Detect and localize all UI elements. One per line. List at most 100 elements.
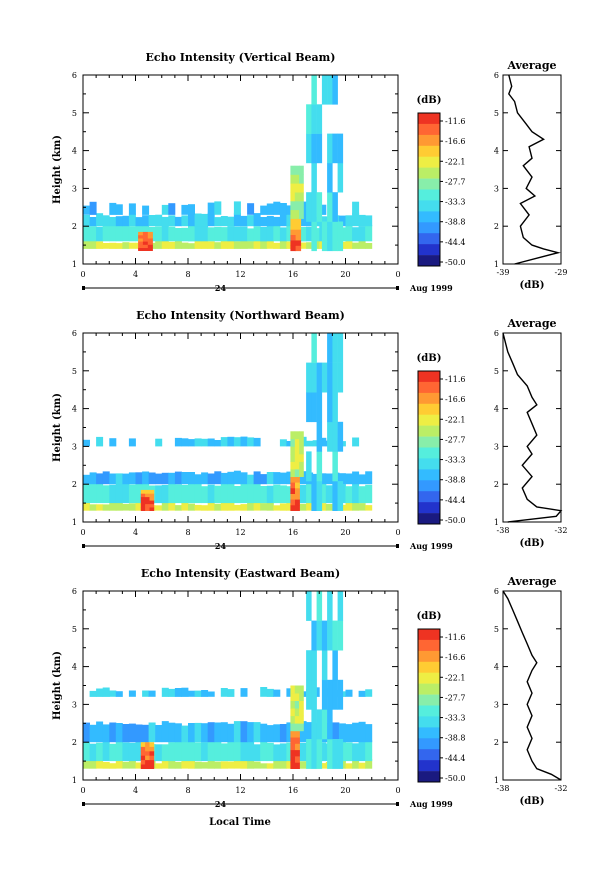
average-profile-line: [502, 332, 563, 523]
heatmap-cell: [290, 183, 296, 193]
heatmap-cell: [299, 183, 304, 193]
heatmap-cell: [89, 690, 97, 697]
colorbar-unit: (dB): [417, 353, 442, 364]
heatmap-cell: [140, 764, 146, 769]
heatmap-cell: [145, 500, 150, 505]
heatmap-cell: [286, 742, 294, 762]
heatmap-cell: [214, 485, 222, 504]
heatmap-cell: [142, 238, 148, 242]
heatmap-cell: [188, 503, 195, 511]
heatmap-cell: [319, 742, 327, 762]
heatmap-cell: [294, 192, 300, 202]
heatmap-cell: [260, 486, 268, 504]
heatmap-cell: [142, 235, 148, 239]
heatmap-cell: [128, 203, 136, 215]
heatmap-cell: [140, 742, 146, 747]
heatmap-cell: [295, 482, 300, 489]
heatmap-cell: [266, 501, 274, 511]
heatmap-cell: [279, 203, 287, 215]
colorbar-swatch: [418, 694, 440, 706]
heatmap-cell: [227, 216, 235, 227]
heatmap-cell: [233, 226, 241, 242]
heatmap-cell: [140, 507, 146, 511]
heatmap-cell: [194, 761, 202, 769]
heatmap-cell: [115, 691, 123, 697]
heatmap-cell: [266, 725, 274, 743]
date-bar-marker: [82, 802, 85, 806]
heatmap-cell: [128, 484, 136, 504]
heatmap-cell: [181, 438, 189, 447]
heatmap-cell: [352, 201, 360, 215]
colorbar-tick-label: -27.7: [445, 435, 466, 444]
x-tick-label: 0: [395, 786, 400, 795]
heatmap-cell: [290, 245, 296, 252]
heatmap-cell: [168, 722, 176, 743]
heatmap-cell: [201, 472, 209, 485]
heatmap-cell: [286, 471, 294, 485]
avg-y-tick-label: 1: [494, 776, 499, 785]
heatmap-cell: [227, 723, 235, 743]
colorbar-swatch: [418, 491, 440, 503]
heatmap-cell: [233, 437, 241, 447]
heatmap-cell: [227, 502, 235, 511]
heatmap-cell: [306, 739, 312, 769]
heatmap-cell: [214, 761, 222, 769]
heatmap-cell: [337, 620, 344, 651]
heatmap-cell: [240, 688, 248, 697]
heatmap-cell: [220, 216, 228, 227]
date-bar-marker: [396, 544, 399, 548]
heatmap-cell: [345, 215, 353, 227]
heatmap-cell: [161, 204, 169, 215]
heatmap-cell: [337, 362, 344, 393]
heatmap-cell: [321, 75, 328, 105]
heatmap-cell: [299, 708, 304, 717]
heatmap-cell: [294, 723, 300, 732]
heatmap-cell: [294, 461, 300, 470]
heatmap-cell: [122, 225, 130, 242]
heatmap-cell: [306, 226, 314, 242]
heatmap-cell: [161, 472, 169, 485]
colorbar-swatch: [418, 200, 440, 212]
heatmap-cell: [147, 244, 153, 248]
heatmap-cell: [128, 742, 136, 762]
heatmap-cell: [188, 760, 195, 769]
heatmap-cell: [181, 687, 189, 697]
colorbar-swatch: [418, 672, 440, 684]
heatmap-cell: [174, 740, 182, 762]
heatmap-cell: [299, 174, 304, 184]
heatmap-cell: [290, 165, 296, 175]
heatmap-cell: [365, 759, 373, 769]
heatmap-cell: [168, 241, 176, 249]
heatmap-cell: [207, 741, 215, 762]
date-bar-marker: [396, 286, 399, 290]
heatmap-cell: [266, 485, 274, 504]
heatmap-cell: [266, 763, 274, 769]
heatmap-cell: [128, 723, 136, 743]
heatmap-cell: [122, 742, 130, 762]
heatmap-cell: [299, 723, 304, 732]
heatmap-cell: [290, 438, 296, 447]
heatmap-cell: [181, 242, 189, 249]
heatmap-cell: [115, 216, 123, 227]
heatmap-cell: [306, 591, 312, 621]
heatmap-cell: [135, 724, 143, 743]
heatmap-cells: [83, 75, 373, 252]
colorbar: (dB) -11.6 -16.6 -22.1 -27.7 -33.3 -38.8 -44.4 -…: [417, 353, 466, 525]
heatmap-cell: [306, 133, 312, 164]
heatmap-cell: [337, 679, 344, 710]
heatmap-cell: [325, 485, 333, 504]
avg-x-tick-label: -32: [555, 784, 568, 793]
y-tick-label: 5: [72, 625, 77, 634]
heatmap-cell: [207, 241, 215, 249]
heatmap-cell: [299, 461, 304, 470]
heatmap-cell: [155, 473, 163, 485]
heatmap-cell: [155, 438, 163, 447]
heatmap-cell: [145, 759, 150, 765]
avg-y-tick-label: 2: [494, 738, 499, 747]
heatmap-cell: [311, 133, 317, 164]
heatmap-cell: [83, 226, 90, 242]
heatmap-cell: [149, 755, 155, 761]
heatmap-cell: [83, 483, 90, 504]
heatmap-cell: [327, 591, 333, 621]
heatmap-cell: [299, 446, 304, 455]
